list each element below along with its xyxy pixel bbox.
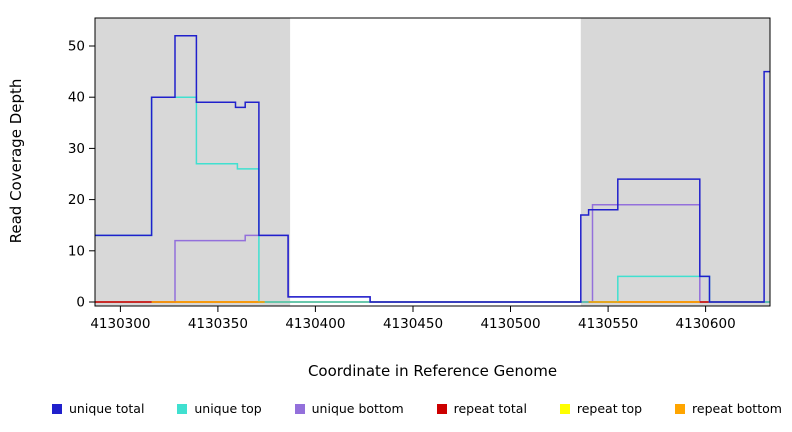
unique-total-swatch-icon bbox=[52, 403, 62, 414]
legend-item-unique-bottom: unique bottom bbox=[294, 401, 404, 416]
legend: unique total unique top unique bottom re… bbox=[52, 401, 782, 416]
legend-label: repeat bottom bbox=[692, 401, 782, 416]
legend-item-repeat-top: repeat top bbox=[559, 401, 643, 416]
legend-label: unique bottom bbox=[311, 401, 404, 416]
y-tick-label: 20 bbox=[68, 192, 85, 208]
y-tick-label: 0 bbox=[76, 295, 85, 311]
y-tick-label: 50 bbox=[68, 39, 85, 55]
y-tick-label: 30 bbox=[68, 141, 85, 157]
legend-item-repeat-bottom: repeat bottom bbox=[675, 401, 782, 416]
x-tick-label: 4130300 bbox=[90, 316, 150, 332]
repeat-top-swatch-icon bbox=[559, 403, 570, 414]
repeat-region-shading bbox=[95, 18, 291, 306]
legend-label: unique top bbox=[194, 401, 262, 416]
x-tick-label: 4130400 bbox=[285, 316, 345, 332]
x-tick-label: 4130600 bbox=[676, 316, 736, 332]
x-tick-label: 4130550 bbox=[578, 316, 638, 332]
x-tick-label: 4130450 bbox=[383, 316, 443, 332]
y-tick-label: 40 bbox=[68, 90, 85, 106]
repeat-region-shading bbox=[580, 18, 770, 306]
x-axis-title: Coordinate in Reference Genome bbox=[307, 362, 558, 380]
repeat-total-swatch-icon bbox=[436, 403, 447, 414]
legend-item-unique-total: unique total bbox=[52, 401, 144, 416]
legend-item-unique-top: unique top bbox=[177, 401, 262, 416]
repeat-bottom-swatch-icon bbox=[675, 403, 686, 414]
legend-item-repeat-total: repeat total bbox=[436, 401, 527, 416]
plot-border bbox=[94, 17, 771, 307]
x-tick-label: 4130500 bbox=[480, 316, 540, 332]
series-unique-total bbox=[95, 35, 770, 303]
legend-label: repeat total bbox=[453, 401, 527, 416]
y-tick-label: 10 bbox=[68, 243, 85, 259]
legend-label: unique total bbox=[69, 401, 145, 416]
legend-label: repeat top bbox=[576, 401, 643, 416]
x-tick-label: 4130350 bbox=[188, 316, 248, 332]
y-axis-title: Read Coverage Depth bbox=[7, 78, 25, 244]
unique-top-swatch-icon bbox=[177, 403, 188, 414]
unique-bottom-swatch-icon bbox=[294, 403, 305, 414]
